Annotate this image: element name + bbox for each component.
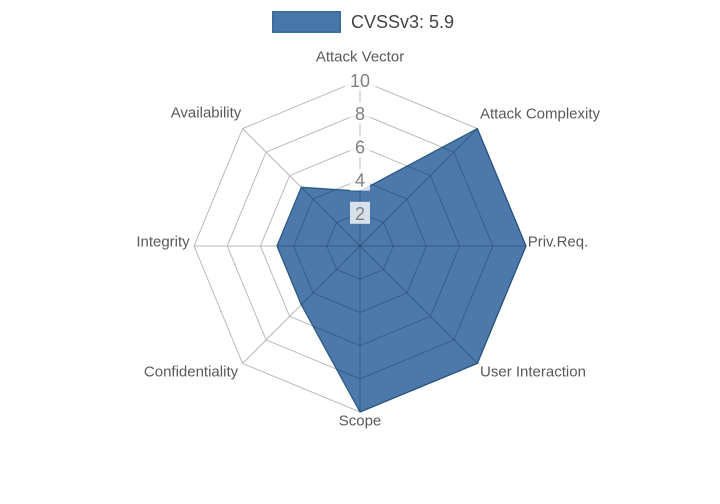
radial-tick-label: 8 bbox=[355, 104, 365, 124]
tick-label-box bbox=[350, 102, 370, 125]
grid-ring-inner bbox=[277, 128, 494, 380]
grid-spoke-inner bbox=[359, 128, 478, 247]
tick-label-box bbox=[350, 135, 370, 158]
grid-ring-inner bbox=[326, 212, 394, 280]
axis-label-attack-vector: Attack Vector bbox=[316, 49, 404, 66]
axis-label-confidentiality: Confidentiality bbox=[144, 364, 239, 381]
radial-tick-label: 4 bbox=[355, 171, 365, 191]
legend: CVSSv3: 5.9 bbox=[272, 11, 454, 33]
tick-label-box bbox=[350, 201, 370, 224]
axis-label-user-interaction: User Interaction bbox=[480, 364, 586, 381]
grid-ring-inner bbox=[293, 179, 427, 313]
axis-label-priv-req: Priv.Req. bbox=[528, 234, 589, 251]
grid-spoke-inner bbox=[277, 128, 361, 247]
legend-label: CVSSv3: 5.9 bbox=[351, 12, 455, 32]
radial-tick-label: 2 bbox=[355, 204, 365, 224]
axis-label-scope: Scope bbox=[339, 413, 382, 430]
axis-label-integrity: Integrity bbox=[136, 234, 190, 251]
radial-tick-label: 6 bbox=[355, 137, 365, 157]
grid-spoke-inner bbox=[277, 245, 361, 364]
tick-label-box bbox=[344, 69, 376, 91]
data-polygon-cvssv3 bbox=[276, 127, 527, 413]
legend-swatch bbox=[272, 11, 341, 33]
radial-tick-label: 10 bbox=[350, 71, 370, 91]
grid-spoke-inner bbox=[359, 245, 478, 364]
axis-label-attack-complexity: Attack Complexity bbox=[480, 106, 601, 123]
tick-label-box bbox=[350, 168, 370, 191]
axis-label-availability: Availability bbox=[171, 105, 242, 122]
